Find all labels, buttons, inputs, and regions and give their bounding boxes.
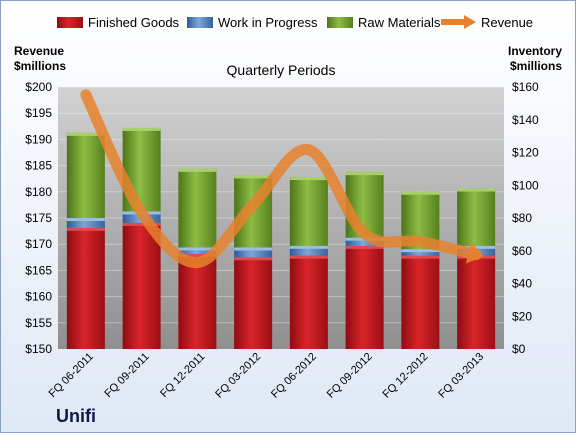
left-tick-label: $180 [25,185,52,199]
bar-raw-materials-top [345,172,384,176]
bar-finished-goods-top [345,245,384,249]
left-tick-label: $165 [25,263,52,277]
legend-item-revenue: Revenue [441,15,533,30]
bar-raw-materials-top [122,127,161,131]
bar-work-in-progress-top [457,245,496,249]
bar-finished-goods-top [234,257,273,261]
left-tick-label: $190 [25,132,52,146]
right-tick-label: $40 [512,277,532,291]
left-tick-label: $170 [25,237,52,251]
bar-finished-goods [457,255,496,349]
bar-raw-materials-top [234,175,273,179]
legend-swatch-raw-materials [327,17,353,28]
left-axis-ticks: $150 $155 $160 $165 $170 $175 $180 $185 $190 $195… [25,80,52,356]
bar-raw-materials-top [457,188,496,192]
right-axis-title-line2: $millions [510,59,562,73]
bar-finished-goods [401,255,440,349]
right-tick-label: $160 [512,80,539,94]
legend-item-raw-materials: Raw Materials [327,15,441,30]
bar-finished-goods [66,227,105,349]
legend-label-finished-goods: Finished Goods [88,15,180,30]
bar-finished-goods [122,222,161,349]
legend-label-raw-materials: Raw Materials [358,15,441,30]
right-tick-label: $60 [512,244,532,258]
bar-work-in-progress [234,247,273,258]
legend-label-work-in-progress: Work in Progress [218,15,318,30]
bar-work-in-progress [345,237,384,246]
bar-finished-goods [345,245,384,349]
left-axis-title-line2: $millions [14,59,66,73]
bar-raw-materials-top [401,191,440,195]
bar-raw-materials [457,188,496,246]
bar-raw-materials-top [289,177,328,181]
bar-finished-goods [234,257,273,349]
bar-work-in-progress-top [178,247,217,251]
legend: Finished Goods Work in Progress Raw Mate… [57,15,533,30]
right-tick-label: $100 [512,178,539,192]
left-tick-label: $150 [25,342,52,356]
bar-work-in-progress [178,247,217,255]
left-tick-label: $195 [25,106,52,120]
legend-swatch-work-in-progress [187,17,213,28]
bar-finished-goods [289,255,328,349]
bar-work-in-progress [401,249,440,256]
revenue-line [80,89,484,269]
bar-finished-goods-top [401,255,440,259]
bar-raw-materials-top [178,168,217,172]
legend-item-finished-goods: Finished Goods [57,15,180,30]
right-axis-title-line1: Inventory [508,44,562,58]
legend-label-revenue: Revenue [481,15,533,30]
chart-title: Quarterly Periods [227,62,336,78]
company-name: Unifi [56,406,96,426]
revenue-line-arrowhead [465,242,484,264]
bar-work-in-progress [289,245,328,256]
right-tick-label: $80 [512,211,532,225]
left-tick-label: $185 [25,159,52,173]
right-tick-label: $140 [512,113,539,127]
bar-finished-goods-top [178,254,217,258]
bar-work-in-progress-top [234,247,273,251]
bar-raw-materials [289,177,328,246]
bar-work-in-progress-top [401,249,440,253]
bar-finished-goods [178,254,217,349]
bar-work-in-progress [66,218,105,228]
bar-finished-goods-top [66,227,105,231]
legend-swatch-finished-goods [57,17,83,28]
right-tick-label: $120 [512,146,539,160]
bar-work-in-progress-top [289,245,328,249]
bar-series [66,127,496,349]
left-axis-title-line1: Revenue [14,44,64,58]
bar-raw-materials [66,132,105,218]
left-tick-label: $160 [25,290,52,304]
left-tick-label: $155 [25,316,52,330]
legend-item-work-in-progress: Work in Progress [187,15,318,30]
revenue-line-path [80,89,482,269]
bar-raw-materials [178,168,217,248]
left-tick-label: $200 [25,80,52,94]
right-axis-ticks: $0 $20 $40 $60 $80 $100 $120 $140 $160 [512,80,539,356]
right-tick-label: $20 [512,309,532,323]
left-tick-label: $175 [25,211,52,225]
bar-raw-materials-top [66,132,105,136]
bar-finished-goods-top [122,222,161,226]
bar-finished-goods-top [289,255,328,259]
legend-arrowhead-revenue [464,15,476,29]
right-tick-label: $0 [512,342,526,356]
bar-work-in-progress-top [66,218,105,221]
